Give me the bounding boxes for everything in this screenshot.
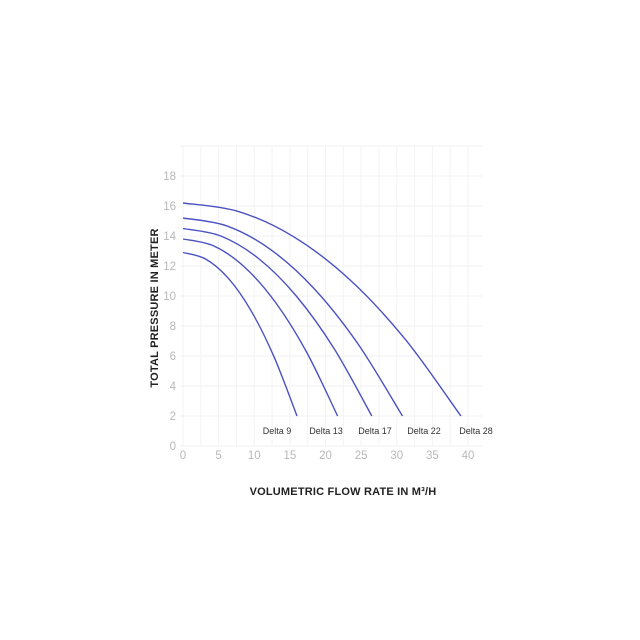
series-line-delta-28 (182, 202, 462, 417)
y-axis-ticks: 0 2 4 6 8 10 12 14 16 18 (163, 171, 176, 453)
series-lines (182, 202, 462, 417)
series-label: Delta 28 (459, 426, 493, 436)
x-tick-label: 20 (319, 450, 332, 462)
y-tick-label: 4 (170, 381, 177, 393)
x-tick-label: 40 (462, 450, 475, 462)
y-tick-label: 10 (163, 291, 176, 303)
series-line-delta-13 (182, 238, 339, 417)
y-tick-label: 8 (170, 321, 176, 333)
y-tick-label: 18 (163, 171, 176, 183)
x-axis-title: VOLUMETRIC FLOW RATE IN M³/H (250, 486, 437, 498)
x-tick-label: 0 (180, 450, 186, 462)
y-tick-label: 2 (170, 411, 176, 423)
series-line-delta-9 (182, 251, 298, 417)
series-label: Delta 22 (407, 426, 441, 436)
y-tick-label: 0 (170, 441, 176, 453)
y-tick-label: 14 (163, 231, 176, 243)
x-tick-label: 25 (355, 450, 368, 462)
y-tick-label: 6 (170, 351, 176, 363)
series-labels: Delta 9 Delta 13 Delta 17 Delta 22 Delta 28 (263, 426, 493, 436)
series-label: Delta 13 (309, 426, 343, 436)
y-tick-label: 16 (163, 201, 176, 213)
series-line-delta-22 (182, 217, 404, 417)
x-tick-label: 10 (248, 450, 261, 462)
x-tick-label: 35 (426, 450, 439, 462)
series-line-delta-17 (182, 227, 373, 417)
x-axis-ticks: 0 5 10 15 20 25 30 35 40 (180, 450, 475, 462)
x-tick-label: 15 (283, 450, 296, 462)
series-label: Delta 17 (358, 426, 392, 436)
x-tick-label: 30 (390, 450, 403, 462)
x-tick-label: 5 (215, 450, 221, 462)
y-tick-label: 12 (163, 261, 176, 273)
series-label: Delta 9 (263, 426, 292, 436)
y-axis-title: TOTAL PRESSURE IN METER (149, 228, 161, 387)
